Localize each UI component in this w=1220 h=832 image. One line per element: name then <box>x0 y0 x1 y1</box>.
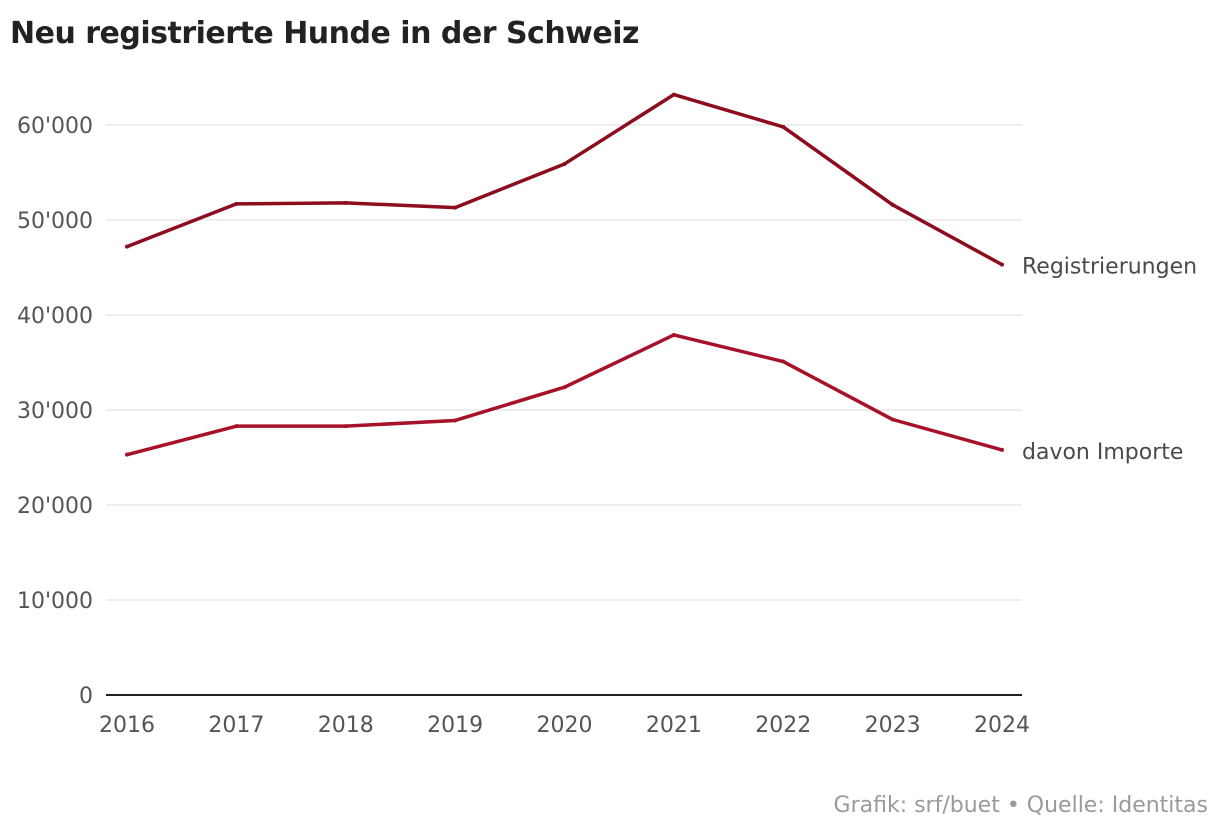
x-tick-label: 2023 <box>865 713 921 738</box>
x-tick-label: 2019 <box>427 713 483 738</box>
x-tick-label: 2024 <box>974 713 1030 738</box>
data-point <box>453 205 458 210</box>
data-point <box>781 124 786 129</box>
data-point <box>125 452 129 457</box>
x-axis-ticks: 2016 2017 2018 2019 2020 2021 2022 2023 2024 <box>99 713 1030 738</box>
data-point <box>671 332 676 337</box>
x-tick-label: 2018 <box>318 713 374 738</box>
chart-title: Neu registrierte Hunde in der Schweiz <box>10 16 640 51</box>
data-point <box>562 161 567 166</box>
data-point <box>1000 262 1004 267</box>
data-point <box>125 244 129 249</box>
source-credit: Grafik: srf/buet • Quelle: Identitas <box>833 793 1208 818</box>
data-point <box>781 359 786 364</box>
data-point <box>890 417 895 422</box>
x-tick-label: 2016 <box>99 713 155 738</box>
data-point <box>453 418 458 423</box>
data-point <box>1000 447 1004 452</box>
x-tick-label: 2022 <box>755 713 811 738</box>
series-line <box>125 333 1004 457</box>
data-point <box>234 201 239 206</box>
series-label: davon Importe <box>1022 440 1183 465</box>
y-tick-label: 0 <box>79 684 93 709</box>
series-labels: Registrierungen davon Importe <box>1022 255 1197 465</box>
y-tick-label: 60'000 <box>17 114 93 139</box>
data-point <box>343 424 348 429</box>
y-tick-label: 50'000 <box>17 209 93 234</box>
y-tick-label: 20'000 <box>17 494 93 519</box>
series-line <box>125 92 1004 267</box>
y-tick-label: 10'000 <box>17 589 93 614</box>
series-lines <box>125 92 1004 457</box>
data-point <box>562 385 567 390</box>
y-tick-label: 30'000 <box>17 399 93 424</box>
x-tick-label: 2017 <box>208 713 264 738</box>
y-tick-label: 40'000 <box>17 304 93 329</box>
series-label: Registrierungen <box>1022 255 1197 280</box>
y-axis-ticks: 0 10'000 20'000 30'000 40'000 50'000 60'000 <box>17 114 93 709</box>
x-tick-label: 2021 <box>646 713 702 738</box>
data-point <box>343 200 348 205</box>
x-tick-label: 2020 <box>537 713 593 738</box>
data-point <box>671 92 676 97</box>
gridlines <box>106 124 1022 601</box>
data-point <box>890 202 895 207</box>
data-point <box>234 424 239 429</box>
